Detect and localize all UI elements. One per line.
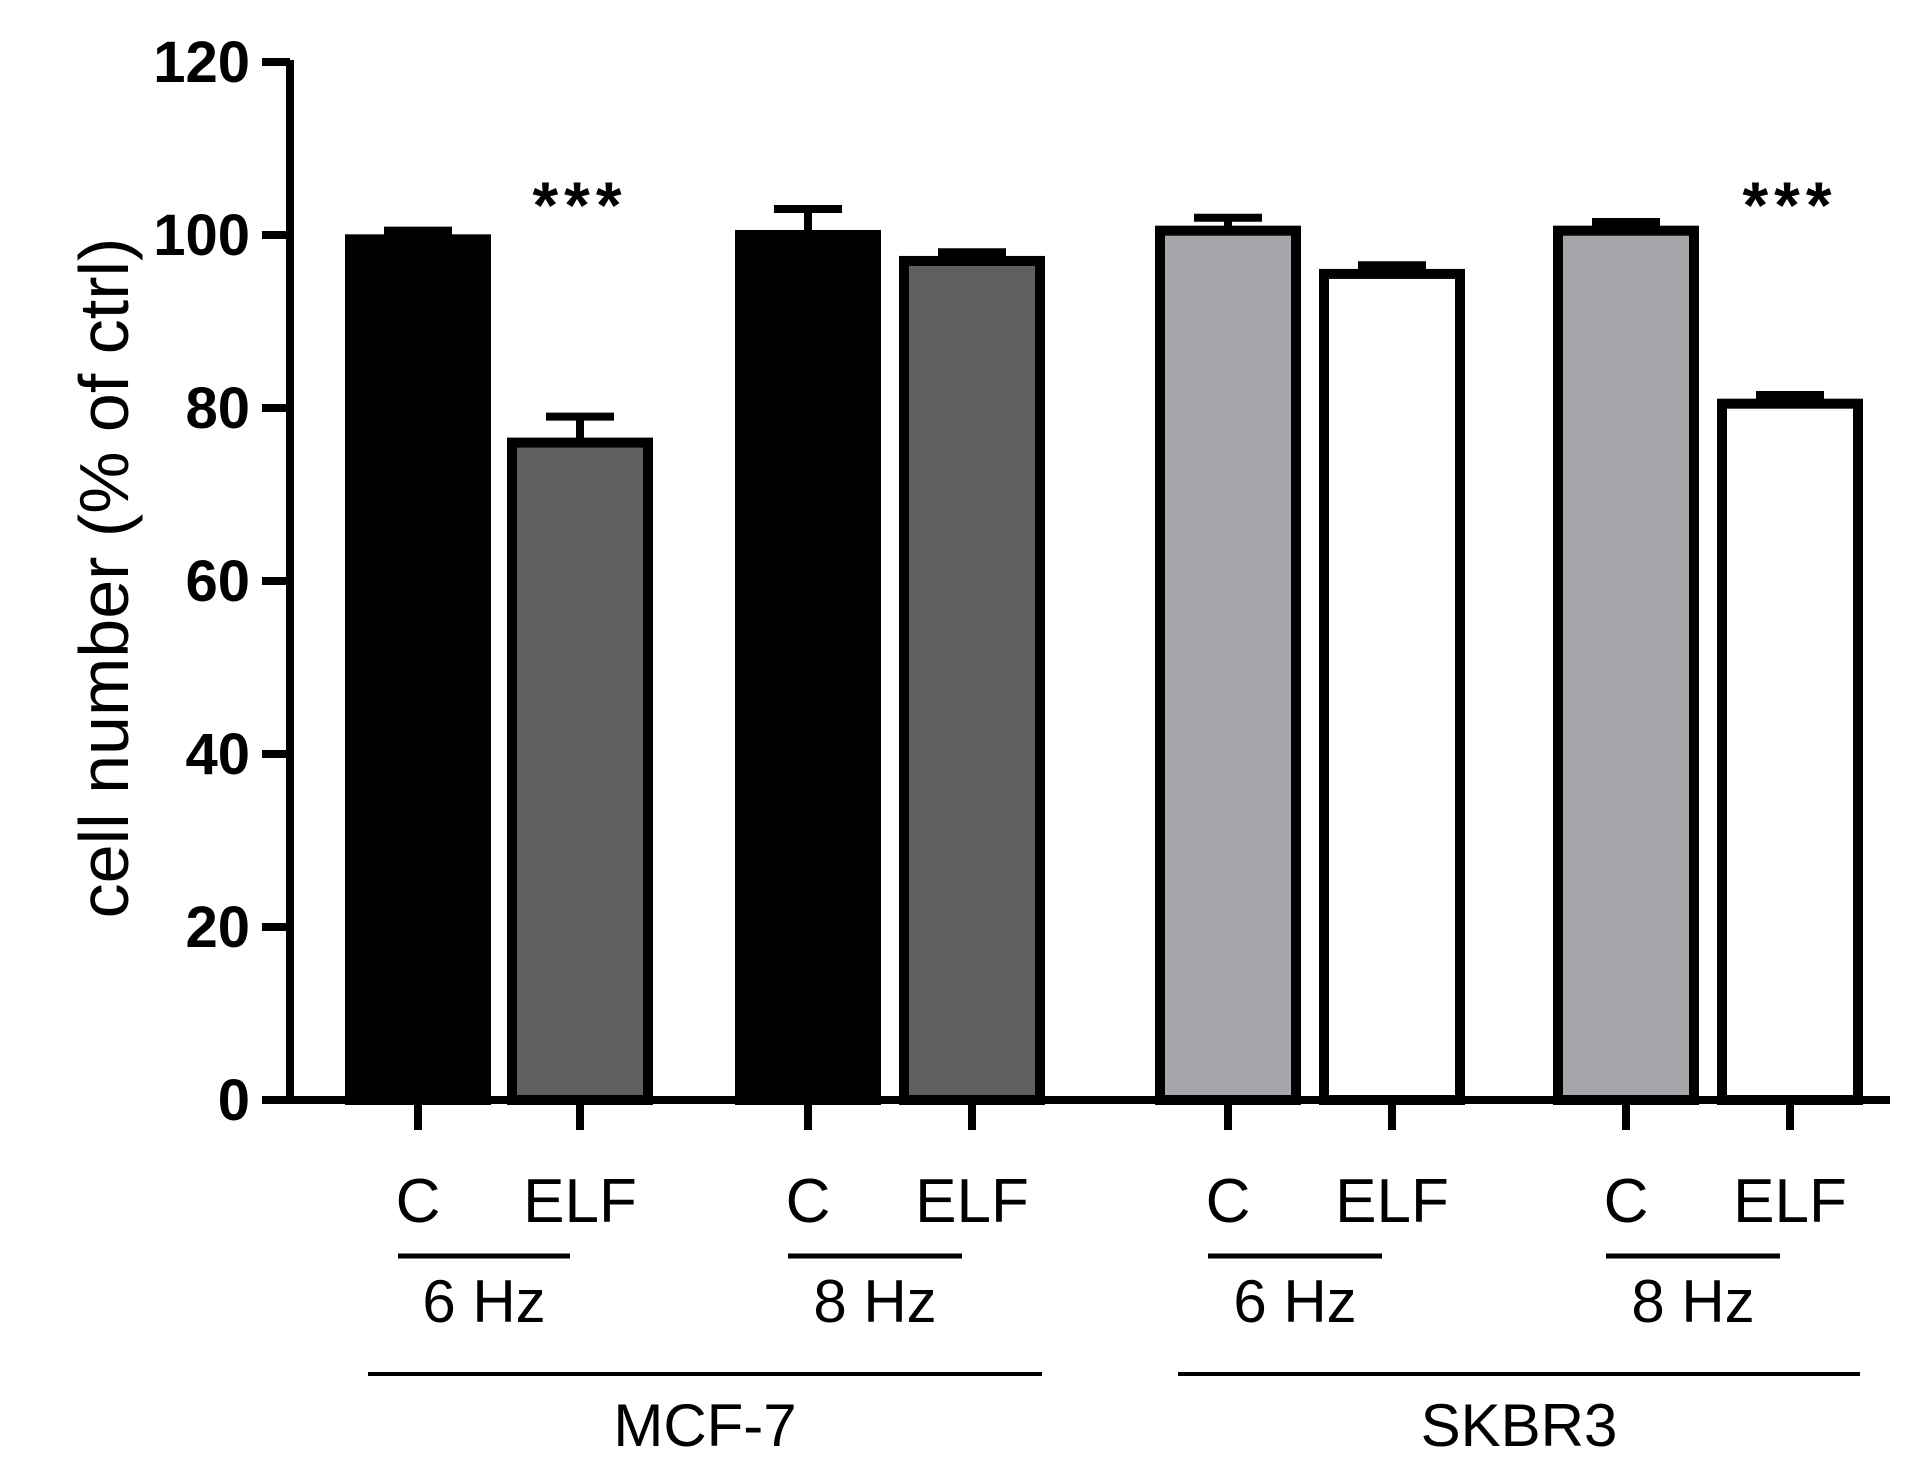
bars bbox=[345, 225, 1863, 1106]
x-axis bbox=[286, 1096, 1890, 1130]
bar bbox=[345, 234, 491, 1105]
significance-markers: *** *** bbox=[532, 168, 1837, 242]
frequency-label: 6 Hz bbox=[422, 1268, 545, 1335]
group-labels: 6 Hz 8 Hz 6 Hz 8 Hz MCF-7 SKBR3 bbox=[368, 1253, 1860, 1459]
bar bbox=[1717, 398, 1863, 1105]
x-tick-label: C bbox=[396, 1167, 441, 1236]
y-tick-label: 40 bbox=[185, 722, 250, 787]
y-tick-label: 100 bbox=[153, 203, 250, 268]
y-tick-label: 120 bbox=[153, 30, 250, 95]
y-axis: 0 20 40 60 80 100 120 bbox=[153, 30, 294, 1133]
x-tick-label: C bbox=[1604, 1167, 1649, 1236]
y-tick-label: 20 bbox=[185, 895, 250, 960]
y-tick-label: 80 bbox=[185, 376, 250, 441]
x-tick-label: ELF bbox=[1733, 1167, 1847, 1236]
y-axis-label: cell number (% of ctrl) bbox=[65, 238, 143, 919]
bar bbox=[1553, 225, 1699, 1106]
bar bbox=[1155, 225, 1301, 1106]
frequency-label: 6 Hz bbox=[1233, 1268, 1356, 1335]
significance-label: *** bbox=[1742, 168, 1837, 242]
x-tick-label: ELF bbox=[915, 1167, 1029, 1236]
bar bbox=[1319, 268, 1465, 1105]
bar bbox=[735, 230, 881, 1105]
category-labels: C ELF C ELF C ELF C ELF bbox=[396, 1167, 1847, 1236]
bar bbox=[507, 437, 653, 1106]
x-tick-label: ELF bbox=[523, 1167, 637, 1236]
frequency-label: 8 Hz bbox=[1631, 1268, 1754, 1335]
x-tick-label: C bbox=[786, 1167, 831, 1236]
y-tick-label: 0 bbox=[218, 1068, 250, 1133]
bar bbox=[899, 255, 1045, 1105]
significance-label: *** bbox=[532, 168, 627, 242]
cell-line-label: MCF-7 bbox=[613, 1392, 796, 1459]
y-tick-label: 60 bbox=[185, 549, 250, 614]
cell-line-label: SKBR3 bbox=[1421, 1392, 1618, 1459]
x-tick-label: C bbox=[1206, 1167, 1251, 1236]
error-bars bbox=[384, 205, 1824, 443]
frequency-label: 8 Hz bbox=[813, 1268, 936, 1335]
x-tick-label: ELF bbox=[1335, 1167, 1449, 1236]
